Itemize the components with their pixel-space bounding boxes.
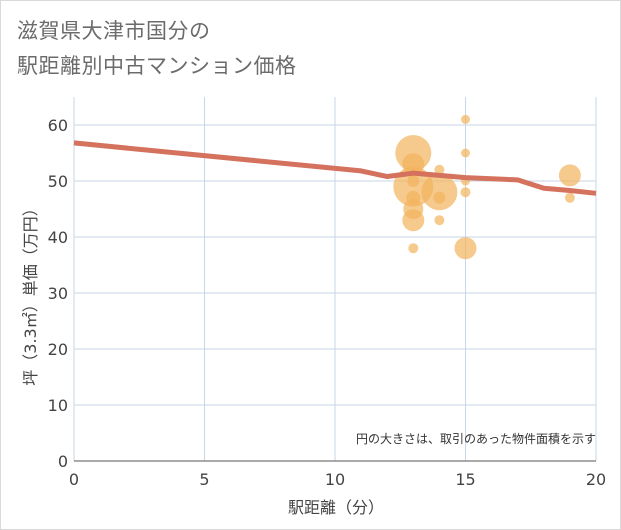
bubble-point xyxy=(558,164,581,187)
y-tick-label: 40 xyxy=(48,228,68,247)
bubble-point xyxy=(454,237,477,260)
trend xyxy=(73,140,597,196)
y-tick-label: 0 xyxy=(58,452,68,471)
bubble-point xyxy=(434,164,445,175)
x-tick-label: 20 xyxy=(586,470,606,489)
bubble-point xyxy=(461,114,470,124)
y-tick-label: 30 xyxy=(48,284,68,303)
size-legend-note: 円の大きさは、取引のあった物件面積を示す xyxy=(356,431,596,446)
grid xyxy=(73,97,597,462)
x-tick-label: 15 xyxy=(455,470,475,489)
y-tick-label: 60 xyxy=(48,116,68,135)
bubble-point xyxy=(433,191,446,204)
ticks: 0 5 10 15 20 0 10 20 30 40 50 60 xyxy=(48,116,607,489)
y-axis-label: 坪（3.3㎡）単価（万円） xyxy=(21,200,40,385)
x-tick-label: 0 xyxy=(69,470,79,489)
chart-title-line2: 駅距離別中古マンション価格 xyxy=(17,54,297,78)
x-tick-label: 10 xyxy=(325,470,345,489)
x-tick-label: 5 xyxy=(199,470,209,489)
bubble-point xyxy=(460,187,471,198)
bubble-point xyxy=(402,209,425,232)
bubble-point xyxy=(564,192,575,203)
chart-title-line1: 滋賀県大津市国分の xyxy=(17,19,211,43)
chart-title: 滋賀県大津市国分の 駅距離別中古マンション価格 xyxy=(17,14,297,84)
y-tick-label: 50 xyxy=(48,172,68,191)
y-tick-label: 10 xyxy=(48,396,68,415)
y-tick-label: 20 xyxy=(48,340,68,359)
bubble-point xyxy=(461,148,470,158)
trend-line xyxy=(73,140,597,196)
bubble-point xyxy=(408,243,419,254)
x-axis-label: 駅距離（分） xyxy=(288,498,384,517)
bubble-point xyxy=(434,215,445,226)
